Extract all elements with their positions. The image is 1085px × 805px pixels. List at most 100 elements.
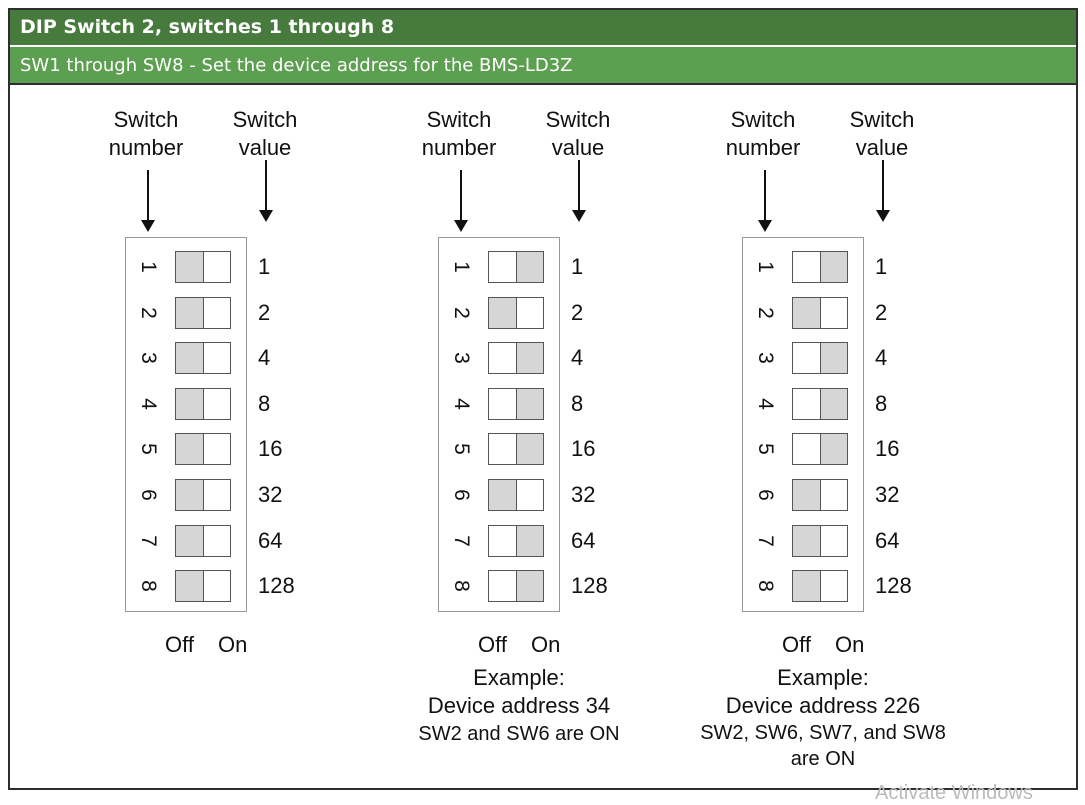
switch-value: 32 [571, 482, 596, 507]
switch-value: 32 [258, 482, 283, 507]
switch-number: 7 [450, 535, 473, 547]
arrow-down-icon [572, 160, 586, 222]
switch-number: 8 [450, 580, 473, 592]
switch-value-label: Switch value [822, 106, 942, 162]
section-header: DIP Switch 2, switches 1 through 8 [10, 10, 1076, 45]
switch-number: 3 [754, 352, 777, 364]
switch-left-half [176, 252, 204, 282]
switch-right-half [820, 343, 847, 373]
switch-number: 7 [754, 535, 777, 547]
dip-switch-1 [175, 251, 231, 283]
switch-number: 6 [754, 489, 777, 501]
switch-left-half [176, 343, 204, 373]
switch-value: 32 [875, 482, 900, 507]
switch-right-half [204, 526, 231, 556]
switch-left-half [489, 526, 517, 556]
switch-number: 4 [450, 398, 473, 410]
switch-number-label: Switch number [86, 106, 206, 162]
switch-right-half [516, 389, 543, 419]
switch-left-half [489, 434, 517, 464]
dip-switch-1 [488, 251, 544, 283]
dip-switch-7 [488, 525, 544, 557]
switch-value: 2 [571, 300, 584, 325]
switch-number: 1 [450, 261, 473, 273]
dip-switch-2 [792, 297, 848, 329]
switch-left-half [793, 434, 821, 464]
switch-value: 8 [258, 391, 271, 416]
switch-value: 2 [875, 300, 888, 325]
example-note: SW2 and SW6 are ON [418, 723, 620, 745]
switch-value-label: Switch value [205, 106, 325, 162]
switch-value: 4 [875, 345, 888, 370]
example-title: Example: [777, 665, 869, 690]
switch-number: 4 [137, 398, 160, 410]
switch-right-half [820, 252, 847, 282]
switch-number: 5 [137, 443, 160, 455]
dip-switch-3 [175, 342, 231, 374]
section-subheader: SW1 through SW8 - Set the device address… [10, 47, 1076, 85]
on-label: On [531, 632, 561, 657]
dip-switch-4 [175, 388, 231, 420]
switch-right-half [204, 480, 231, 510]
switch-left-half [176, 389, 204, 419]
off-label: Off [478, 632, 507, 657]
label-line: value [238, 135, 292, 160]
dip-switch-1 [792, 251, 848, 283]
label-line: Switch [426, 107, 492, 132]
switch-left-half [489, 389, 517, 419]
switch-value: 64 [875, 528, 900, 553]
dip-switch-8 [792, 570, 848, 602]
label-line: Switch [113, 107, 179, 132]
example-address: Device address 226 [725, 693, 921, 718]
switch-number: 6 [137, 489, 160, 501]
switch-right-half [204, 343, 231, 373]
switch-right-half [204, 252, 231, 282]
switch-left-half [176, 480, 204, 510]
switch-value: 16 [258, 436, 283, 461]
switch-left-half [489, 480, 517, 510]
switch-number: 8 [754, 580, 777, 592]
switch-value: 1 [571, 254, 584, 279]
example-note: SW2, SW6, SW7, and SW8 are ON [700, 722, 946, 770]
switch-value: 4 [571, 345, 584, 370]
switch-value: 128 [571, 573, 608, 598]
dip-switch-5 [175, 433, 231, 465]
switch-left-half [176, 571, 204, 601]
switch-number: 4 [754, 398, 777, 410]
switch-left-half [793, 343, 821, 373]
dip-switch-6 [175, 479, 231, 511]
switch-number: 8 [137, 580, 160, 592]
dip-switch-4 [792, 388, 848, 420]
dip-switch-4 [488, 388, 544, 420]
off-label: Off [165, 632, 194, 657]
off-label: Off [782, 632, 811, 657]
switch-value: 16 [571, 436, 596, 461]
dip-switch-7 [792, 525, 848, 557]
switch-left-half [793, 526, 821, 556]
switch-value: 8 [875, 391, 888, 416]
switch-right-half [516, 434, 543, 464]
arrow-down-icon [454, 170, 468, 232]
switch-number: 5 [754, 443, 777, 455]
label-line: number [421, 135, 497, 160]
switch-left-half [176, 298, 204, 328]
dip-switch-8 [175, 570, 231, 602]
switch-right-half [204, 298, 231, 328]
switch-left-half [489, 571, 517, 601]
dip-switch-6 [488, 479, 544, 511]
example-text: Example: Device address 226 SW2, SW6, SW7,… [673, 664, 973, 772]
switch-number: 7 [137, 535, 160, 547]
switch-right-half [516, 343, 543, 373]
switch-right-half [204, 571, 231, 601]
label-line: value [551, 135, 605, 160]
switch-right-half [517, 298, 544, 328]
switch-value: 16 [875, 436, 900, 461]
switch-value: 128 [258, 573, 295, 598]
switch-right-half [516, 252, 543, 282]
dip-switch-6 [792, 479, 848, 511]
switch-number: 3 [450, 352, 473, 364]
switch-right-half [821, 571, 848, 601]
example-text: Example: Device address 34 SW2 and SW6 are… [369, 664, 669, 748]
label-line: number [108, 135, 184, 160]
switch-value: 1 [875, 254, 888, 279]
